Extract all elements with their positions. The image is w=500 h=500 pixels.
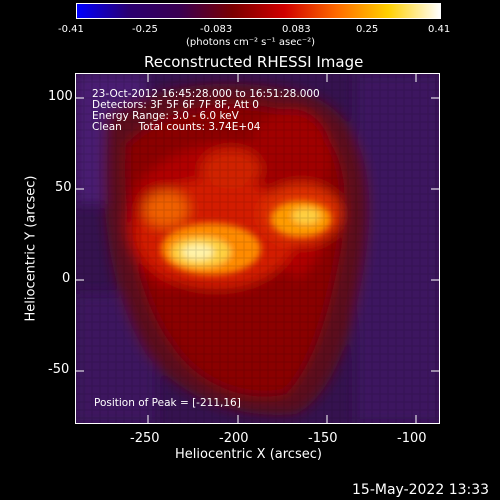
image-plot-area: 23-Oct-2012 16:45:28.000 to 16:51:28.000… [75, 73, 440, 424]
colorbar-tick-label: -0.41 [58, 24, 84, 35]
x-tick-label: -200 [219, 431, 249, 446]
axis-ticks [76, 74, 439, 423]
colorbar-tick-label: -0.25 [132, 24, 158, 35]
x-tick-label: -150 [308, 431, 338, 446]
info-detectors: Detectors: 3F 5F 6F 7F 8F, Att 0 [92, 99, 259, 111]
colorbar-tick-label: 0.41 [428, 24, 451, 35]
image-pixel-grid [76, 74, 439, 423]
info-energy-range: Energy Range: 3.0 - 6.0 keV [92, 110, 239, 122]
colorbar [76, 3, 441, 19]
colorbar-tick-label: -0.083 [200, 24, 233, 35]
y-tick-label: -50 [48, 362, 70, 377]
y-axis-label: Heliocentric Y (arcsec) [23, 175, 39, 322]
x-axis-label: Heliocentric X (arcsec) [175, 447, 322, 462]
peak-position-text: Position of Peak = [-211,16] [94, 397, 241, 409]
footer-timestamp: 15-May-2022 13:33 [352, 482, 490, 498]
rhessi-image [76, 74, 439, 423]
y-tick-label: 100 [48, 89, 73, 104]
y-tick-label: 0 [62, 271, 71, 286]
y-tick-label: 50 [55, 180, 72, 195]
info-time-range: 23-Oct-2012 16:45:28.000 to 16:51:28.000 [92, 88, 320, 100]
colorbar-tick-label: 0.083 [282, 24, 311, 35]
x-tick-label: -250 [130, 431, 160, 446]
info-algorithm-counts: Clean Total counts: 3.74E+04 [92, 121, 261, 133]
colorbar-units-label: (photons cm⁻² s⁻¹ asec⁻²) [186, 37, 316, 48]
plot-title: Reconstructed RHESSI Image [144, 53, 364, 71]
x-tick-label: -100 [397, 431, 427, 446]
colorbar-tick-label: 0.25 [356, 24, 379, 35]
